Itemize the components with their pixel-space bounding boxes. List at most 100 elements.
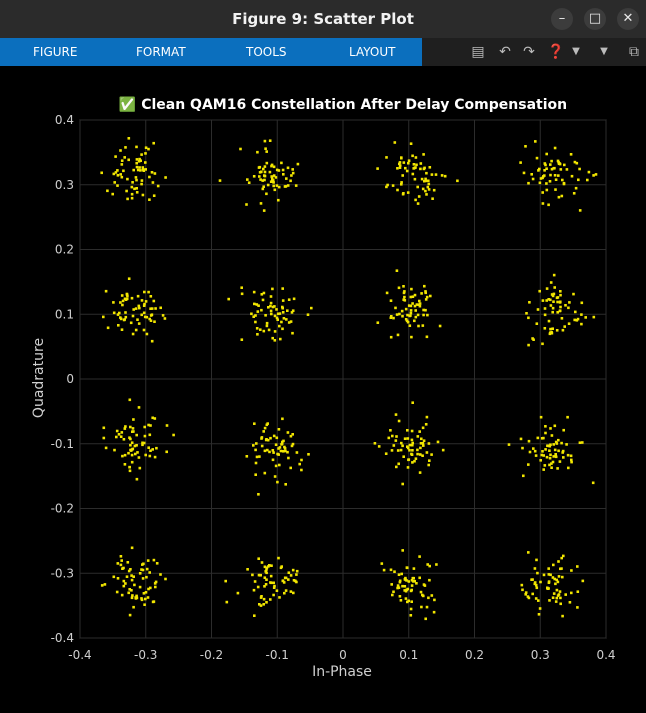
help-icon[interactable]: ❓	[547, 44, 565, 60]
data-point	[409, 311, 413, 315]
data-point	[257, 166, 261, 169]
data-point	[392, 316, 395, 320]
data-point	[419, 453, 422, 456]
data-point	[161, 314, 165, 317]
data-point	[554, 188, 557, 191]
data-point	[281, 287, 284, 290]
data-point	[286, 184, 290, 187]
data-point	[552, 563, 555, 567]
data-point	[142, 592, 146, 595]
data-point	[255, 442, 258, 445]
data-point	[431, 197, 434, 200]
data-point	[551, 294, 555, 298]
data-point	[106, 189, 109, 193]
data-point	[535, 586, 539, 590]
data-point	[410, 287, 413, 291]
tab-layout[interactable]: LAYOUT	[349, 45, 396, 59]
data-point	[544, 163, 547, 167]
data-point	[137, 456, 141, 459]
maximize-button[interactable]: □	[584, 8, 606, 30]
data-point	[283, 445, 286, 449]
data-point	[151, 448, 154, 451]
scatter-plot: -0.4 -0.3 -0.2 -0.1 0 0.1 0.2 0.3 0.4 -0.4-0.3-0…	[31, 96, 616, 680]
save-icon[interactable]: ▤	[471, 44, 485, 60]
data-point	[570, 458, 573, 462]
data-point	[391, 184, 395, 187]
data-point	[136, 168, 140, 172]
data-point	[120, 163, 124, 166]
data-point	[546, 586, 549, 590]
close-button[interactable]: ✕	[617, 8, 639, 30]
data-point	[130, 453, 134, 457]
data-point	[270, 163, 274, 167]
data-point	[557, 575, 561, 578]
data-point	[426, 313, 429, 317]
data-point	[272, 434, 276, 438]
data-point	[268, 564, 271, 567]
data-point	[398, 166, 402, 169]
data-point	[562, 456, 565, 459]
toolstrip-collapse-icon[interactable]: ▼	[600, 46, 608, 57]
data-point	[282, 581, 286, 584]
data-point	[413, 304, 417, 308]
data-point	[152, 558, 156, 562]
data-point	[134, 597, 138, 600]
data-point	[269, 180, 273, 183]
data-point	[552, 300, 555, 303]
data-point	[140, 568, 143, 571]
data-point	[283, 591, 286, 595]
data-point	[225, 600, 229, 604]
data-point	[265, 161, 269, 165]
data-point	[416, 435, 420, 438]
undock-icon[interactable]: ⧉	[629, 44, 639, 60]
data-point	[259, 596, 263, 599]
data-point	[136, 451, 139, 454]
data-point	[416, 448, 419, 452]
data-point	[140, 313, 143, 317]
data-point	[145, 575, 148, 579]
data-point	[408, 443, 412, 447]
data-point	[127, 451, 130, 455]
data-point	[135, 145, 138, 149]
data-point	[119, 317, 123, 321]
tab-tools[interactable]: TOOLS	[246, 45, 287, 59]
data-point	[553, 286, 556, 289]
y-axis-label: Quadrature	[31, 338, 47, 418]
data-point	[287, 571, 291, 574]
data-point	[376, 167, 379, 170]
data-point	[118, 311, 121, 315]
data-point	[126, 197, 129, 201]
data-point	[389, 335, 393, 339]
data-point	[152, 141, 155, 145]
data-point	[128, 613, 132, 617]
data-point	[555, 588, 559, 592]
data-point	[580, 301, 584, 305]
data-point	[135, 161, 138, 165]
data-point	[420, 292, 423, 295]
data-point	[271, 179, 275, 182]
tab-figure[interactable]: FIGURE	[33, 45, 78, 59]
data-point	[557, 449, 560, 453]
data-point	[403, 290, 406, 293]
data-point	[427, 182, 431, 186]
data-point	[552, 443, 555, 446]
data-point	[296, 162, 300, 166]
data-point	[541, 342, 544, 346]
data-point	[548, 463, 551, 467]
data-point	[406, 320, 410, 324]
data-point	[412, 163, 416, 166]
data-point	[410, 600, 413, 603]
data-point	[425, 171, 428, 175]
help-dropdown-icon[interactable]: ▼	[572, 46, 580, 57]
data-point	[530, 173, 533, 176]
data-point	[291, 442, 295, 446]
tab-format[interactable]: FORMAT	[136, 45, 186, 59]
redo-icon[interactable]: ↷	[523, 44, 535, 60]
undo-icon[interactable]: ↶	[499, 44, 511, 60]
minimize-button[interactable]: –	[551, 8, 573, 30]
data-point	[261, 298, 265, 302]
data-point	[266, 422, 269, 425]
data-point	[524, 593, 527, 596]
data-point	[273, 314, 277, 318]
data-point	[398, 161, 402, 164]
